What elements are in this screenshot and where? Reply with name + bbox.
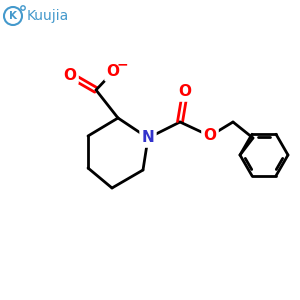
Text: O: O [64, 68, 76, 82]
Text: Kuujia: Kuujia [27, 9, 69, 23]
Text: O: O [178, 85, 191, 100]
Text: O: O [203, 128, 217, 143]
Text: N: N [142, 130, 154, 146]
Text: −: − [116, 57, 128, 71]
Text: O: O [106, 64, 119, 80]
Text: K: K [9, 11, 17, 21]
